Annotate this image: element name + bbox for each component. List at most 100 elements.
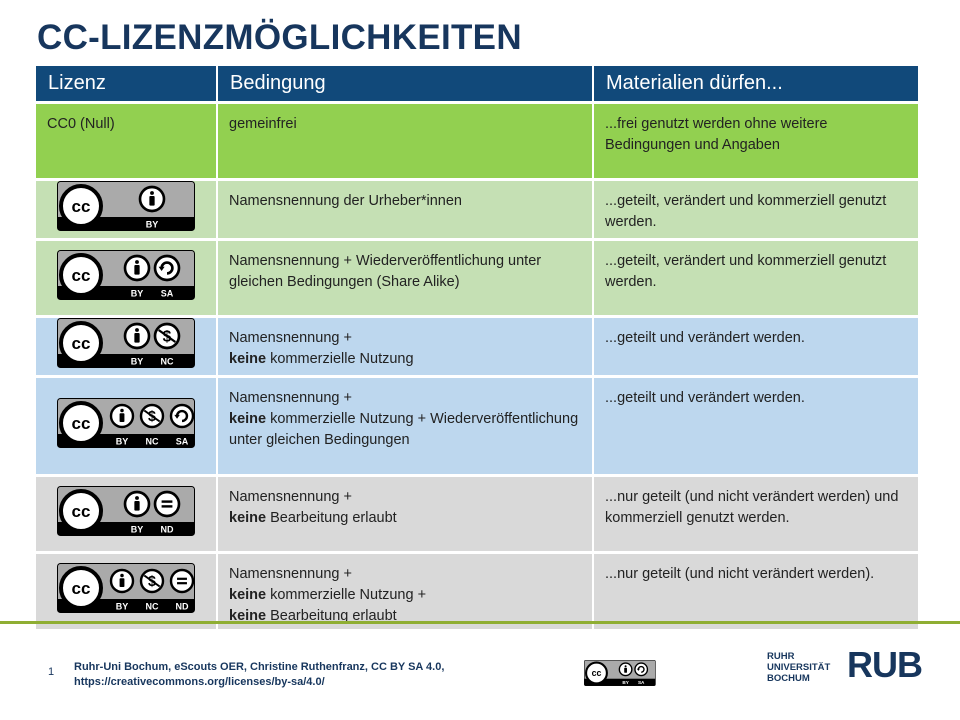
license-name: CC0 (Null) — [47, 116, 115, 132]
cc-icon: cc — [59, 566, 103, 610]
badge-label: BY — [116, 602, 129, 612]
cc-by-nd-badge: cc BY ND — [57, 485, 195, 536]
badge-label: SA — [161, 288, 174, 298]
table-row: cc BY $ NC SA Namensnennung + keine kommerziel… — [36, 378, 918, 474]
by-icon — [123, 254, 151, 281]
table-row: cc BY ND Namensnennung + keine Bearbeitung e… — [36, 477, 918, 551]
svg-text:cc: cc — [72, 502, 91, 521]
table-row: cc BY SA Namensnennung + Wiederveröffentlic… — [36, 241, 918, 315]
cc-icon: cc — [585, 661, 608, 685]
badge-label: SA — [176, 436, 189, 446]
header-allowed: Materialien dürfen... — [594, 66, 918, 101]
svg-text:cc: cc — [72, 414, 91, 433]
nc-icon: $ — [153, 322, 181, 350]
badge-label: BY — [622, 680, 629, 685]
cc-icon: cc — [59, 488, 103, 533]
by-icon — [109, 568, 135, 594]
condition-emphasis: keine — [229, 351, 267, 367]
table-row: cc BY $ NC Namensnennung + keine kommerzielle… — [36, 318, 918, 375]
rub-logo: RUB — [847, 644, 923, 685]
condition-cell: Namensnennung + keine Bearbeitung erlaubt — [218, 477, 592, 551]
allowed-cell: ...geteilt und verändert werden. — [594, 378, 918, 474]
header-license: Lizenz — [36, 66, 216, 101]
nc-icon: $ — [139, 403, 165, 428]
cc-by-nc-badge: cc BY $ NC — [57, 318, 195, 368]
badge-label: BY — [131, 288, 144, 298]
allowed-cell: ...geteilt und verändert werden. — [594, 318, 918, 375]
condition-text: Namensnennung + — [229, 390, 352, 406]
cc-icon: cc — [59, 400, 103, 445]
university-line: BOCHUM — [767, 673, 810, 684]
credit-url[interactable]: https://creativecommons.org/licenses/by-… — [74, 676, 325, 688]
sa-icon — [153, 254, 181, 281]
table-row: cc BY Namensnennung der Urheber*innen ...ge… — [36, 181, 918, 238]
badge-label: BY — [116, 436, 129, 446]
condition-emphasis: keine — [229, 587, 267, 603]
cc-by-badge: cc BY — [57, 181, 195, 231]
credit-text: Ruhr-Uni Bochum, eScouts OER, Christine … — [74, 660, 444, 690]
condition-emphasis: keine — [229, 608, 267, 624]
badge-label: BY — [131, 357, 144, 367]
license-cell: cc BY SA — [36, 241, 216, 315]
license-cell: cc BY ND — [36, 477, 216, 551]
condition-cell: Namensnennung + keine kommerzielle Nutzun… — [218, 554, 592, 629]
svg-text:cc: cc — [72, 334, 91, 353]
by-icon — [123, 322, 151, 350]
allowed-cell: ...nur geteilt (und nicht verändert werd… — [594, 554, 918, 629]
cc-by-nc-sa-badge: cc BY $ NC SA — [57, 397, 195, 448]
page-title: CC-LIZENZMÖGLICHKEITEN — [37, 18, 522, 57]
cc-icon: cc — [59, 184, 103, 228]
table-row: cc BY $ NC ND Namensnennung + keine kommerziel… — [36, 554, 918, 629]
cc-by-nc-nd-badge: cc BY $ NC ND — [57, 563, 195, 613]
allowed-cell: ...frei genutzt werden ohne weitere Bedi… — [594, 104, 918, 178]
cc-by-sa-badge: cc BY SA — [584, 660, 656, 686]
by-icon — [618, 662, 633, 677]
university-name: RUHR UNIVERSITÄT BOCHUM — [767, 651, 830, 684]
condition-cell: gemeinfrei — [218, 104, 592, 178]
condition-cell: Namensnennung der Urheber*innen — [218, 181, 592, 238]
footer-cc-badge: cc BY SA — [584, 660, 656, 691]
by-icon — [109, 403, 135, 428]
condition-text: Bearbeitung erlaubt — [266, 510, 397, 526]
nd-icon — [153, 490, 181, 517]
sa-icon — [169, 403, 195, 428]
allowed-cell: ...nur geteilt (und nicht verändert werd… — [594, 477, 918, 551]
license-cell: CC0 (Null) — [36, 104, 216, 178]
badge-label: BY — [146, 220, 159, 230]
condition-emphasis: keine — [229, 510, 267, 526]
nd-icon — [169, 568, 195, 594]
condition-cell: Namensnennung + Wiederveröffentlichung u… — [218, 241, 592, 315]
condition-text: Namensnennung + — [229, 489, 352, 505]
by-icon — [123, 490, 151, 517]
cc-icon: cc — [59, 252, 103, 297]
by-icon — [138, 185, 166, 213]
university-line: RUHR — [767, 651, 795, 662]
badge-label: NC — [146, 436, 159, 446]
sa-icon — [634, 662, 649, 677]
license-cell: cc BY — [36, 181, 216, 238]
svg-text:cc: cc — [72, 266, 91, 285]
badge-label: BY — [131, 524, 144, 534]
badge-label: SA — [638, 680, 645, 685]
license-cell: cc BY $ NC SA — [36, 378, 216, 474]
condition-text: Namensnennung + — [229, 330, 352, 346]
footer-divider — [0, 621, 960, 624]
table-header-row: Lizenz Bedingung Materialien dürfen... — [36, 66, 918, 101]
condition-text: Bearbeitung erlaubt — [266, 608, 397, 624]
allowed-cell: ...geteilt, verändert und kommerziell ge… — [594, 181, 918, 238]
condition-text: Namensnennung + — [229, 566, 352, 582]
license-cell: cc BY $ NC ND — [36, 554, 216, 629]
svg-text:cc: cc — [72, 579, 91, 598]
condition-cell: Namensnennung + keine kommerzielle Nutzun… — [218, 378, 592, 474]
condition-text: gemeinfrei — [229, 116, 297, 132]
condition-text: kommerzielle Nutzung + Wiederveröffentli… — [229, 411, 579, 448]
condition-text: kommerzielle Nutzung — [266, 351, 414, 367]
badge-label: ND — [176, 602, 189, 612]
license-cell: cc BY $ NC — [36, 318, 216, 375]
license-table: Lizenz Bedingung Materialien dürfen... C… — [34, 63, 920, 632]
condition-emphasis: keine — [229, 411, 267, 427]
badge-label: NC — [161, 357, 174, 367]
university-line: UNIVERSITÄT — [767, 662, 831, 673]
condition-text: Namensnennung + Wiederveröffentlichung u… — [229, 253, 542, 290]
svg-text:cc: cc — [72, 197, 91, 216]
